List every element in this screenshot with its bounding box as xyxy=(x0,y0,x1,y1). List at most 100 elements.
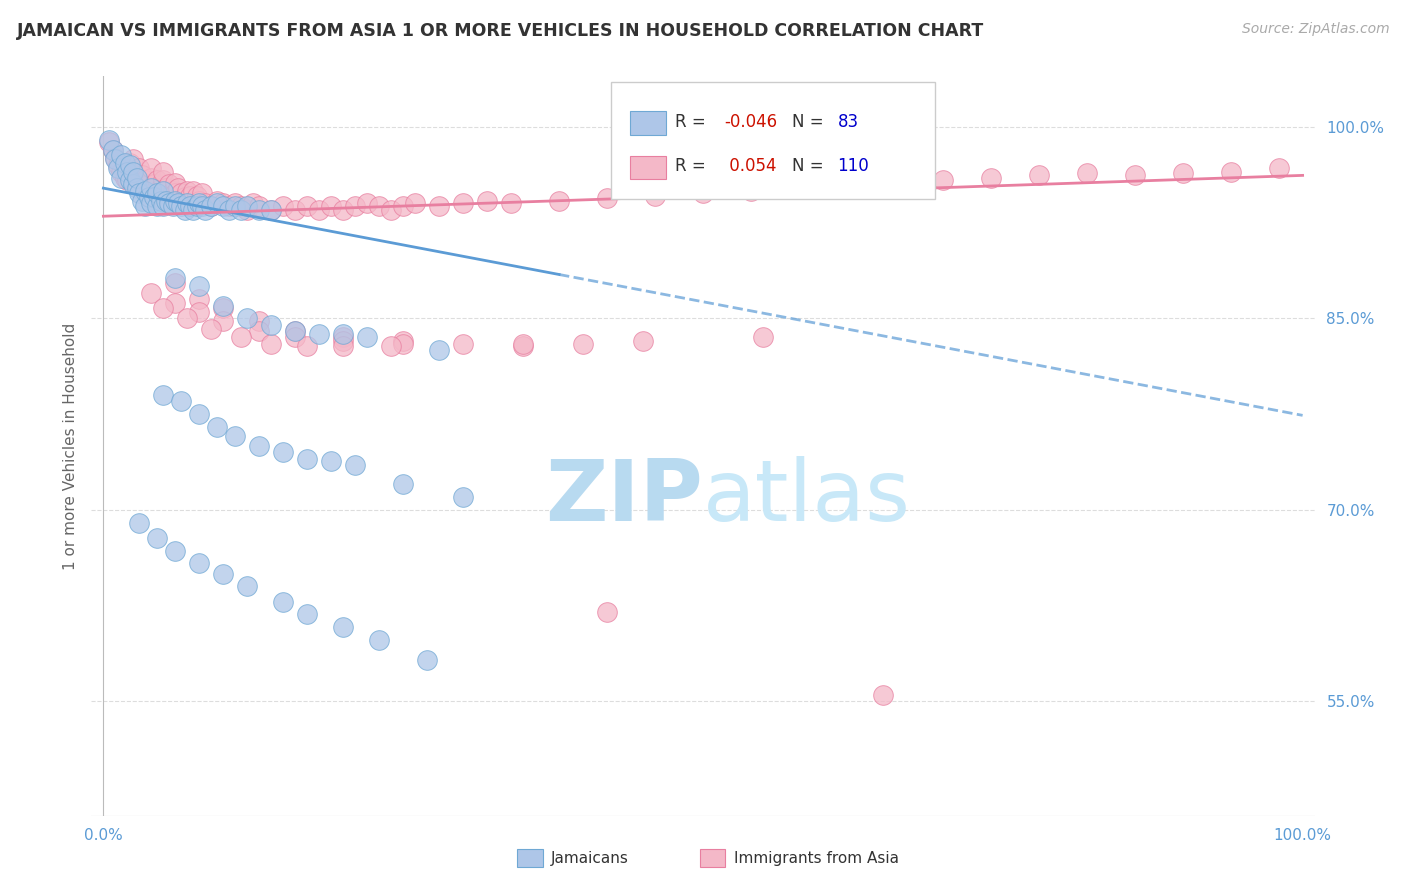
Text: Immigrants from Asia: Immigrants from Asia xyxy=(734,852,898,866)
Point xyxy=(451,490,474,504)
Point xyxy=(122,152,145,166)
Point xyxy=(128,173,150,187)
Point xyxy=(392,199,415,213)
Point xyxy=(134,184,156,198)
Point xyxy=(236,579,259,593)
Point xyxy=(183,194,205,208)
Point xyxy=(271,445,294,459)
Point xyxy=(247,202,270,217)
Point xyxy=(380,202,402,217)
Point xyxy=(308,202,330,217)
Point xyxy=(368,633,391,648)
Point xyxy=(260,337,283,351)
Point xyxy=(451,196,474,211)
Point xyxy=(247,314,270,328)
Point xyxy=(835,178,858,193)
Point xyxy=(165,176,187,190)
Point xyxy=(1028,169,1050,183)
Point xyxy=(165,270,187,285)
Point xyxy=(141,161,163,175)
Point xyxy=(101,143,124,157)
Point xyxy=(110,170,132,185)
Point xyxy=(152,164,174,178)
Point xyxy=(332,330,354,344)
Text: Source: ZipAtlas.com: Source: ZipAtlas.com xyxy=(1241,22,1389,37)
Point xyxy=(141,196,163,211)
Point xyxy=(212,196,235,211)
Text: JAMAICAN VS IMMIGRANTS FROM ASIA 1 OR MORE VEHICLES IN HOUSEHOLD CORRELATION CHA: JAMAICAN VS IMMIGRANTS FROM ASIA 1 OR MO… xyxy=(17,22,984,40)
Point xyxy=(207,194,229,208)
Point xyxy=(980,170,1002,185)
Point xyxy=(224,429,246,443)
Point xyxy=(174,202,197,217)
Point xyxy=(176,311,198,326)
Point xyxy=(242,196,264,211)
Point xyxy=(512,337,534,351)
Point xyxy=(188,557,211,571)
Point xyxy=(218,199,240,213)
Point xyxy=(117,173,139,187)
Point xyxy=(146,186,169,201)
Point xyxy=(427,199,450,213)
Point xyxy=(872,688,894,702)
Point xyxy=(190,186,212,201)
Point xyxy=(170,199,193,213)
FancyBboxPatch shape xyxy=(630,112,666,135)
Point xyxy=(149,181,172,195)
Point xyxy=(932,173,955,187)
Point xyxy=(138,178,160,192)
Point xyxy=(146,199,169,213)
Point xyxy=(596,605,619,619)
Point xyxy=(321,454,343,468)
Point xyxy=(404,196,426,211)
Point xyxy=(101,143,124,157)
Point xyxy=(297,451,319,466)
Point xyxy=(141,181,163,195)
Point xyxy=(200,199,222,213)
Point xyxy=(231,202,253,217)
Point xyxy=(475,194,498,208)
Point xyxy=(212,314,235,328)
Point xyxy=(344,199,367,213)
Point xyxy=(114,155,136,169)
Point xyxy=(98,133,121,147)
Point xyxy=(110,164,132,178)
Point xyxy=(134,173,156,187)
Point xyxy=(131,194,153,208)
Point xyxy=(165,296,187,310)
Point xyxy=(142,178,165,192)
Text: atlas: atlas xyxy=(703,457,911,540)
Point xyxy=(740,184,762,198)
Point xyxy=(631,334,654,349)
Point xyxy=(284,202,307,217)
Point xyxy=(125,170,148,185)
Point xyxy=(308,326,330,341)
Point xyxy=(1267,161,1289,175)
Point xyxy=(644,189,666,203)
Point xyxy=(142,190,165,204)
Point xyxy=(188,279,211,293)
Point xyxy=(176,184,198,198)
Point xyxy=(236,202,259,217)
Point xyxy=(134,199,156,213)
Point xyxy=(179,199,201,213)
Point xyxy=(122,178,145,192)
Point xyxy=(125,181,148,195)
Point xyxy=(212,199,235,213)
Point xyxy=(297,199,319,213)
Point xyxy=(332,339,354,353)
Point xyxy=(152,199,174,213)
Point xyxy=(170,186,193,201)
Point xyxy=(332,202,354,217)
Point xyxy=(260,202,283,217)
Point xyxy=(247,199,270,213)
Point xyxy=(157,196,180,211)
Point xyxy=(122,164,145,178)
Point xyxy=(231,330,253,344)
Point xyxy=(165,276,187,290)
Point xyxy=(122,164,145,178)
Text: 83: 83 xyxy=(838,112,859,131)
Text: 110: 110 xyxy=(838,157,869,175)
Text: N =: N = xyxy=(793,157,830,175)
Point xyxy=(179,189,201,203)
